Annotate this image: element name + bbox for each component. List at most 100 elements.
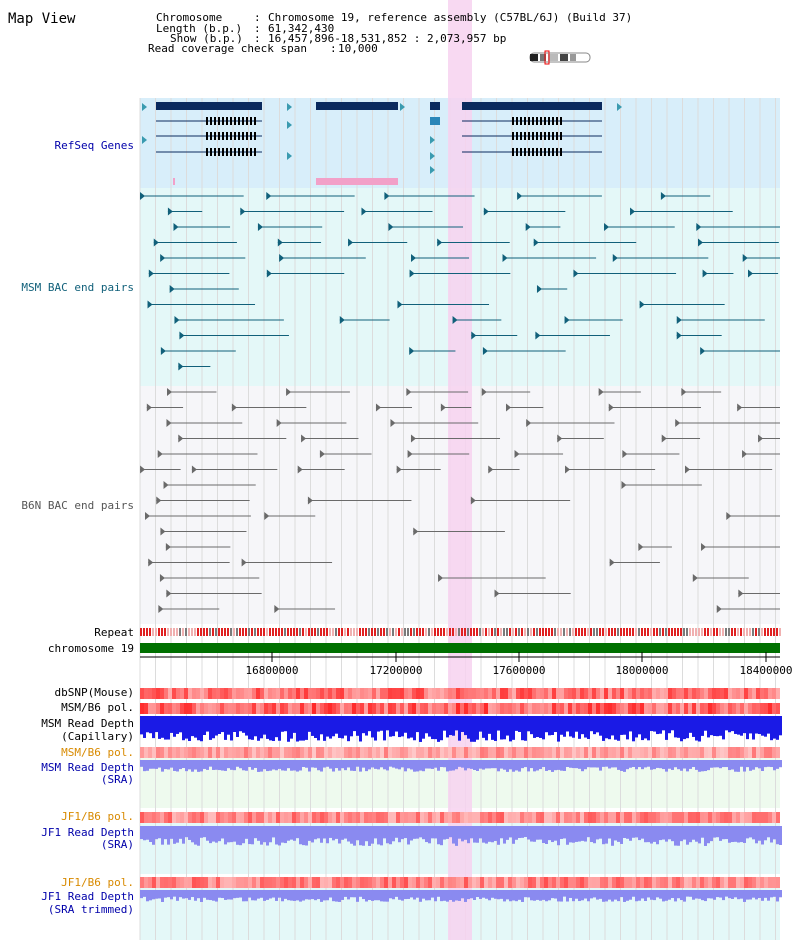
depth-bin xyxy=(626,826,629,839)
heat-bin xyxy=(348,877,352,888)
pseudogene-bar[interactable] xyxy=(316,178,398,185)
heat-bin xyxy=(472,812,476,823)
heat-bin xyxy=(732,877,736,888)
heat-bin xyxy=(540,877,544,888)
heat-bin xyxy=(672,747,676,758)
msm-read-sra-label[interactable]: MSM Read Depth xyxy=(41,761,134,774)
heat-bin xyxy=(340,812,344,823)
repeat-bin xyxy=(422,628,424,636)
depth-bin xyxy=(173,890,176,897)
heat-bin xyxy=(424,703,428,714)
heat-bin xyxy=(288,703,292,714)
refseq-label[interactable]: RefSeq Genes xyxy=(55,139,134,152)
depth-bin xyxy=(578,716,581,739)
heat-bin xyxy=(444,877,448,888)
heat-bin xyxy=(760,877,764,888)
msm-read-cap-label[interactable]: MSM Read Depth xyxy=(41,717,134,730)
depth-bin xyxy=(680,716,683,742)
depth-bin xyxy=(734,716,737,734)
msm-bac-pair-end xyxy=(502,254,508,262)
gene-exon xyxy=(238,148,240,156)
chromosome-ideogram[interactable] xyxy=(529,50,591,65)
gene-exon xyxy=(214,132,216,140)
depth-bin xyxy=(443,716,446,731)
depth-bin xyxy=(353,826,356,846)
heat-bin xyxy=(772,688,776,699)
gene-exon xyxy=(254,132,256,140)
depth-bin xyxy=(779,760,782,768)
heat-bin xyxy=(388,747,392,758)
msm-bac-track[interactable] xyxy=(140,192,780,371)
depth-bin xyxy=(743,760,746,772)
jf1-read-sra-label[interactable]: JF1 Read Depth xyxy=(41,826,134,839)
depth-bin xyxy=(746,716,749,740)
repeat-bin xyxy=(203,628,205,636)
depth-bin xyxy=(542,716,545,740)
depth-bin xyxy=(749,760,752,771)
depth-bin xyxy=(587,890,590,902)
highlight-region[interactable] xyxy=(448,0,472,940)
depth-bin xyxy=(266,760,269,772)
gene-block[interactable] xyxy=(462,102,602,110)
heat-bin xyxy=(388,877,392,888)
msm-b6-pol-sra-label[interactable]: MSM/B6 pol. xyxy=(61,746,134,759)
gene-arrow xyxy=(430,152,435,160)
repeat-bin xyxy=(497,628,499,636)
repeat-bin xyxy=(545,628,547,636)
depth-bin xyxy=(587,826,590,838)
b6n-bac-track[interactable] xyxy=(140,388,780,613)
depth-bin xyxy=(545,826,548,845)
refseq-genes-track[interactable] xyxy=(142,102,622,185)
dbsnp-label[interactable]: dbSNP(Mouse) xyxy=(55,686,134,699)
heat-bin xyxy=(400,877,404,888)
b6n-bac-label[interactable]: B6N BAC end pairs xyxy=(21,499,134,512)
depth-bin xyxy=(731,716,734,732)
msm-b6-pol-label[interactable]: MSM/B6 pol. xyxy=(61,701,134,714)
gene-block[interactable] xyxy=(316,102,398,110)
msm-bac-pair-end xyxy=(533,238,539,247)
depth-bin xyxy=(338,716,341,738)
gene-block[interactable] xyxy=(430,117,440,125)
depth-bin xyxy=(158,890,161,899)
heat-bin xyxy=(456,877,460,888)
heat-bin xyxy=(436,688,440,699)
heat-bin xyxy=(152,747,156,758)
depth-bin xyxy=(194,826,197,845)
depth-bin xyxy=(533,716,536,738)
depth-bin xyxy=(374,890,377,901)
depth-bin xyxy=(671,760,674,770)
heat-bin xyxy=(232,703,236,714)
heat-bin xyxy=(700,812,704,823)
jf1-b6-pol-trim-label[interactable]: JF1/B6 pol. xyxy=(61,876,134,889)
depth-bin xyxy=(455,890,458,901)
msm-bac-label[interactable]: MSM BAC end pairs xyxy=(21,281,134,294)
depth-bin xyxy=(530,716,533,735)
repeat-bin xyxy=(464,628,466,636)
heat-bin xyxy=(248,812,252,823)
msm-bac-pair-end xyxy=(361,207,367,216)
heat-bin xyxy=(424,812,428,823)
depth-bin xyxy=(281,716,284,732)
repeat-bin xyxy=(347,628,349,636)
b6n-bac-pair-end xyxy=(178,434,184,443)
heat-bin xyxy=(352,688,356,699)
heat-bin xyxy=(680,812,684,823)
gene-block[interactable] xyxy=(156,102,262,110)
pseudogene-mark[interactable] xyxy=(173,178,175,185)
depth-bin xyxy=(533,890,536,901)
heat-bin xyxy=(520,877,524,888)
heat-bin xyxy=(228,877,232,888)
gene-block[interactable] xyxy=(430,102,440,110)
jf1-b6-pol-label[interactable]: JF1/B6 pol. xyxy=(61,810,134,823)
heat-bin xyxy=(612,703,616,714)
depth-bin xyxy=(431,826,434,839)
jf1-read-trim-label[interactable]: JF1 Read Depth xyxy=(41,890,134,903)
depth-bin xyxy=(275,760,278,771)
depth-bin xyxy=(593,760,596,768)
depth-bin xyxy=(149,716,152,734)
depth-bin xyxy=(230,826,233,843)
heat-bin xyxy=(168,877,172,888)
depth-bin xyxy=(416,826,419,839)
heat-bin xyxy=(324,877,328,888)
gene-exon xyxy=(218,117,220,125)
